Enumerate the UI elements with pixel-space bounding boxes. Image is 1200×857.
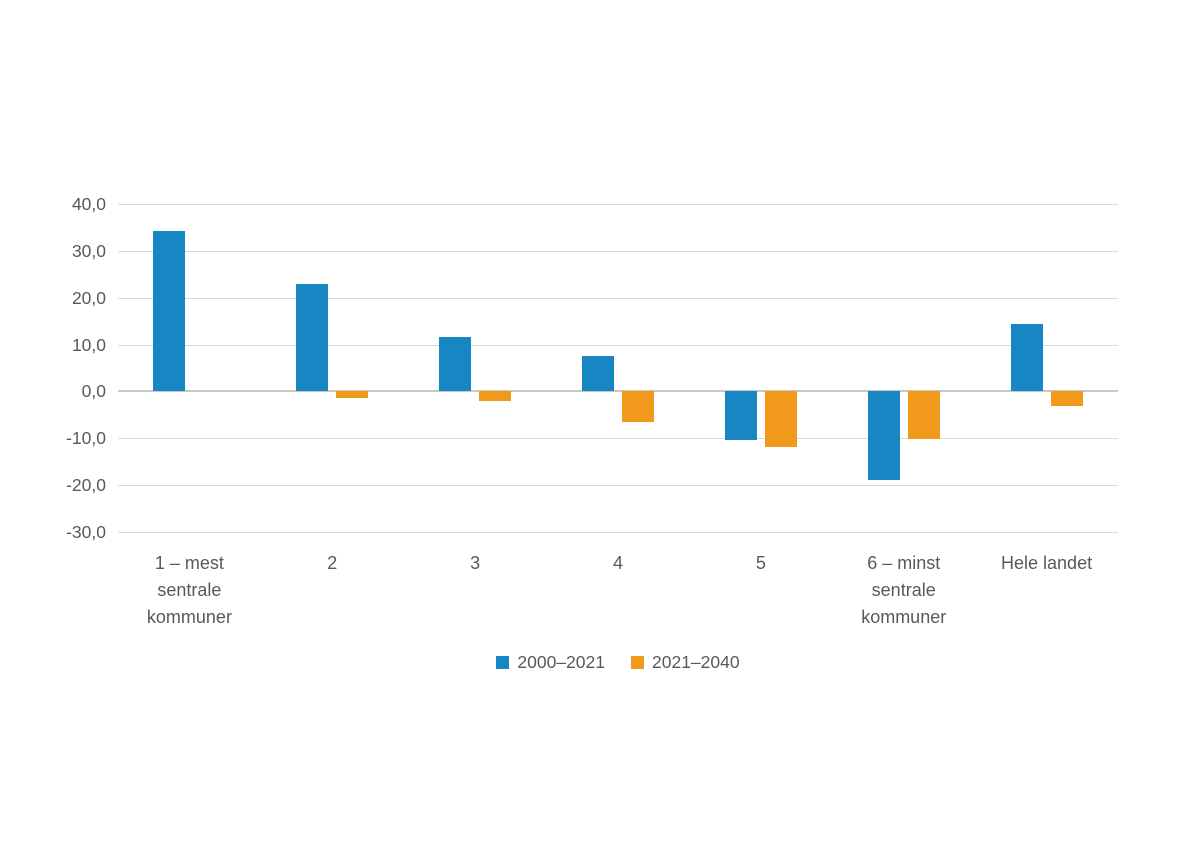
x-axis-label: 2 [327,553,338,573]
gridline [118,250,1118,252]
bar-2000-2021-cat3 [439,336,472,392]
y-tick-label: 10,0 [71,334,106,355]
bar-2021-2040-cat5 [764,391,797,448]
gridline [118,204,1118,205]
x-axis-label: 6 – minst sentrale kommuner [861,553,947,627]
legend-label: 2000–2021 [517,652,605,672]
gridline [118,485,1118,487]
x-axis-label: 5 [755,553,766,573]
gridline [118,532,1118,533]
x-axis-label: Hele landet [1001,553,1093,573]
bar-2021-2040-cat4 [622,391,654,423]
x-axis-label: 3 [470,553,481,573]
gridline [118,438,1118,440]
legend-item: 2000–2021 [496,652,605,673]
bar-2000-2021-cat6 [867,391,900,481]
legend-swatch-icon [631,656,644,669]
bar-2021-2040-cat7 [1050,391,1083,406]
legend-label: 2021–2040 [652,652,740,672]
bar-2000-2021-cat5 [724,391,757,441]
bar-2000-2021-cat4 [582,356,614,392]
bar-2021-2040-cat3 [479,391,512,401]
legend-swatch-icon [496,656,510,669]
y-tick-label: 30,0 [71,240,106,261]
bar-2021-2040-cat2 [336,391,369,398]
zero-gridline [118,390,1118,393]
gridline [118,344,1118,346]
x-axis-label: 1 – mest sentrale kommuner [146,553,232,627]
y-tick-label: -30,0 [66,522,106,542]
y-tick-label: 0,0 [81,381,106,402]
y-tick-label: -20,0 [66,475,106,496]
bar-2000-2021-cat1 [153,230,186,392]
bar-2000-2021-cat7 [1010,324,1043,392]
legend-item: 2021–2040 [631,652,740,673]
y-tick-label: 20,0 [71,287,106,308]
x-axis-label: 4 [612,553,623,573]
y-tick-label: -10,0 [66,428,106,449]
gridline [118,297,1118,299]
bar-2021-2040-cat6 [907,391,940,439]
y-tick-label: 40,0 [71,194,106,214]
legend: 2000–2021 2021–2040 [118,652,1118,673]
bar-2000-2021-cat2 [296,283,329,392]
